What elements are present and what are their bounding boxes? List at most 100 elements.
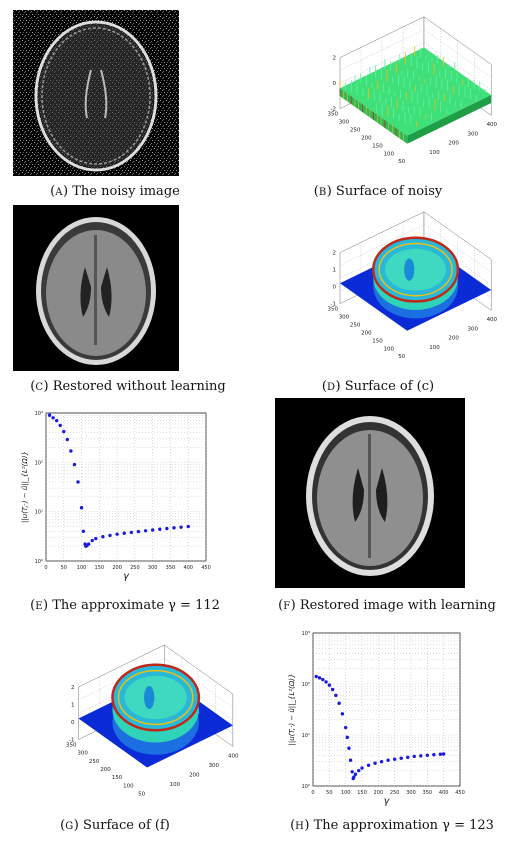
wall-grid-line [339,224,425,266]
data-point [321,677,325,682]
x-tick-label: 300 [467,131,478,137]
data-point [366,763,371,767]
x-tick-label: 150 [357,790,367,796]
restored-brain-no-learning [13,205,179,371]
ventricle [404,258,415,281]
y-tick-label: 150 [372,143,383,149]
y-tick-label: 200 [361,330,372,336]
z-tick-label: 2 [333,251,337,257]
caption-b-text: Surface of noisy [335,184,443,199]
x-tick-label: 100 [341,790,351,796]
data-point [438,752,443,756]
data-point [58,423,62,428]
data-point [314,674,318,679]
plot-frame [45,412,207,562]
x-tick-label: 200 [448,336,459,342]
caption-e: (E) The approximate γ = 112 [30,598,220,613]
x-tick-label: 400 [228,753,239,759]
y-tick-label: 10² [35,460,43,466]
x-tick-label: 300 [148,565,158,571]
x-tick-label: 100 [429,150,440,156]
surface-top [340,47,492,136]
data-point [54,418,59,423]
caption-e-text: The approximate γ = 112 [52,598,220,613]
y-tick-label: 200 [100,767,111,773]
z-tick-label: -1 [331,302,336,308]
data-point [150,528,155,532]
data-point [327,683,332,687]
y-tick-label: 300 [339,120,350,126]
data-point [81,529,86,533]
head-inner-rim [378,242,453,297]
data-point [330,687,335,692]
surface-front-right [407,95,492,144]
plot-frame [312,632,461,787]
z-tick-label: 0 [71,720,75,726]
data-point [348,758,353,762]
data-point [419,754,423,758]
caption-d-tag: D [326,382,336,393]
surface-plot-c: 2 1 0 -1 350 300 250 200 150 100 50 100 200 300 400 [268,205,508,375]
data-point [357,768,361,773]
y-tick-label: 50 [398,159,405,165]
y-tick-label: 250 [89,759,100,765]
y-tick-label: 350 [328,307,339,313]
brain-surface [385,248,447,291]
data-point [343,725,348,730]
data-point [392,757,397,761]
y-tick-label: 100 [384,151,395,157]
surface-plot-noisy: 2 0 -2 350 300 250 200 150 100 50 100 200 300 400 [268,10,508,180]
y-tick-label: 100 [384,346,395,352]
x-tick-label: 0 [311,790,314,796]
x-tick-label: 100 [77,565,87,571]
x-tick-label: 250 [390,790,400,796]
data-point [76,480,80,484]
ventricle [144,686,155,709]
x-tick-label: 200 [112,565,122,571]
data-point [379,759,384,764]
x-tick-label: 450 [455,790,465,796]
wall-grid-line [164,657,233,708]
caption-d-text: Surface of (c) [344,379,435,394]
data-point [79,506,84,510]
y-tick-label: 250 [350,127,361,133]
z-tick-label: -1 [69,738,74,744]
data-point [412,754,416,759]
error-plot-e: 0 50 100 150 200 250 300 350 400 450 10³ 10² 10¹ 10⁰ γ… [18,405,216,585]
data-point [172,526,176,530]
x-tick-label: 400 [183,565,193,571]
x-tick-label: 300 [209,763,220,769]
caption-d: (D) Surface of (c) [321,379,435,394]
caption-g-text: Surface of (f) [82,818,170,833]
data-point [158,527,162,531]
z-tick-label: 1 [333,268,337,274]
restored-brain-with-learning [275,398,465,588]
x-tick-label: 200 [374,790,384,796]
data-point [69,449,73,453]
caption-a: (A) The noisy image [50,184,180,199]
x-tick-label: 350 [166,565,176,571]
y-tick-label: 10¹ [35,510,43,516]
y-tick-label: 10² [302,682,310,688]
data-point [324,680,328,684]
data-point [129,530,134,535]
data-point [101,535,105,539]
data-point [345,735,349,740]
caption-b: (B) Surface of noisy [313,184,443,199]
caption-c-tag: C [35,382,44,393]
data-point [317,676,322,680]
z-tick-label: 2 [333,56,337,62]
y-tick-label: 50 [398,354,405,360]
data-point [334,693,338,698]
data-point [90,538,94,543]
y-tick-label: 250 [350,322,361,328]
brain-surface [124,675,187,720]
x-tick-label: 100 [170,782,181,788]
head-inner-rim [117,669,194,726]
caption-f-text: Restored image with learning [299,598,496,613]
caption-b-tag: B [318,187,327,198]
noisy-brain-image [13,10,179,176]
data-point [94,536,98,541]
data-point [352,775,356,779]
data-point [65,437,70,442]
